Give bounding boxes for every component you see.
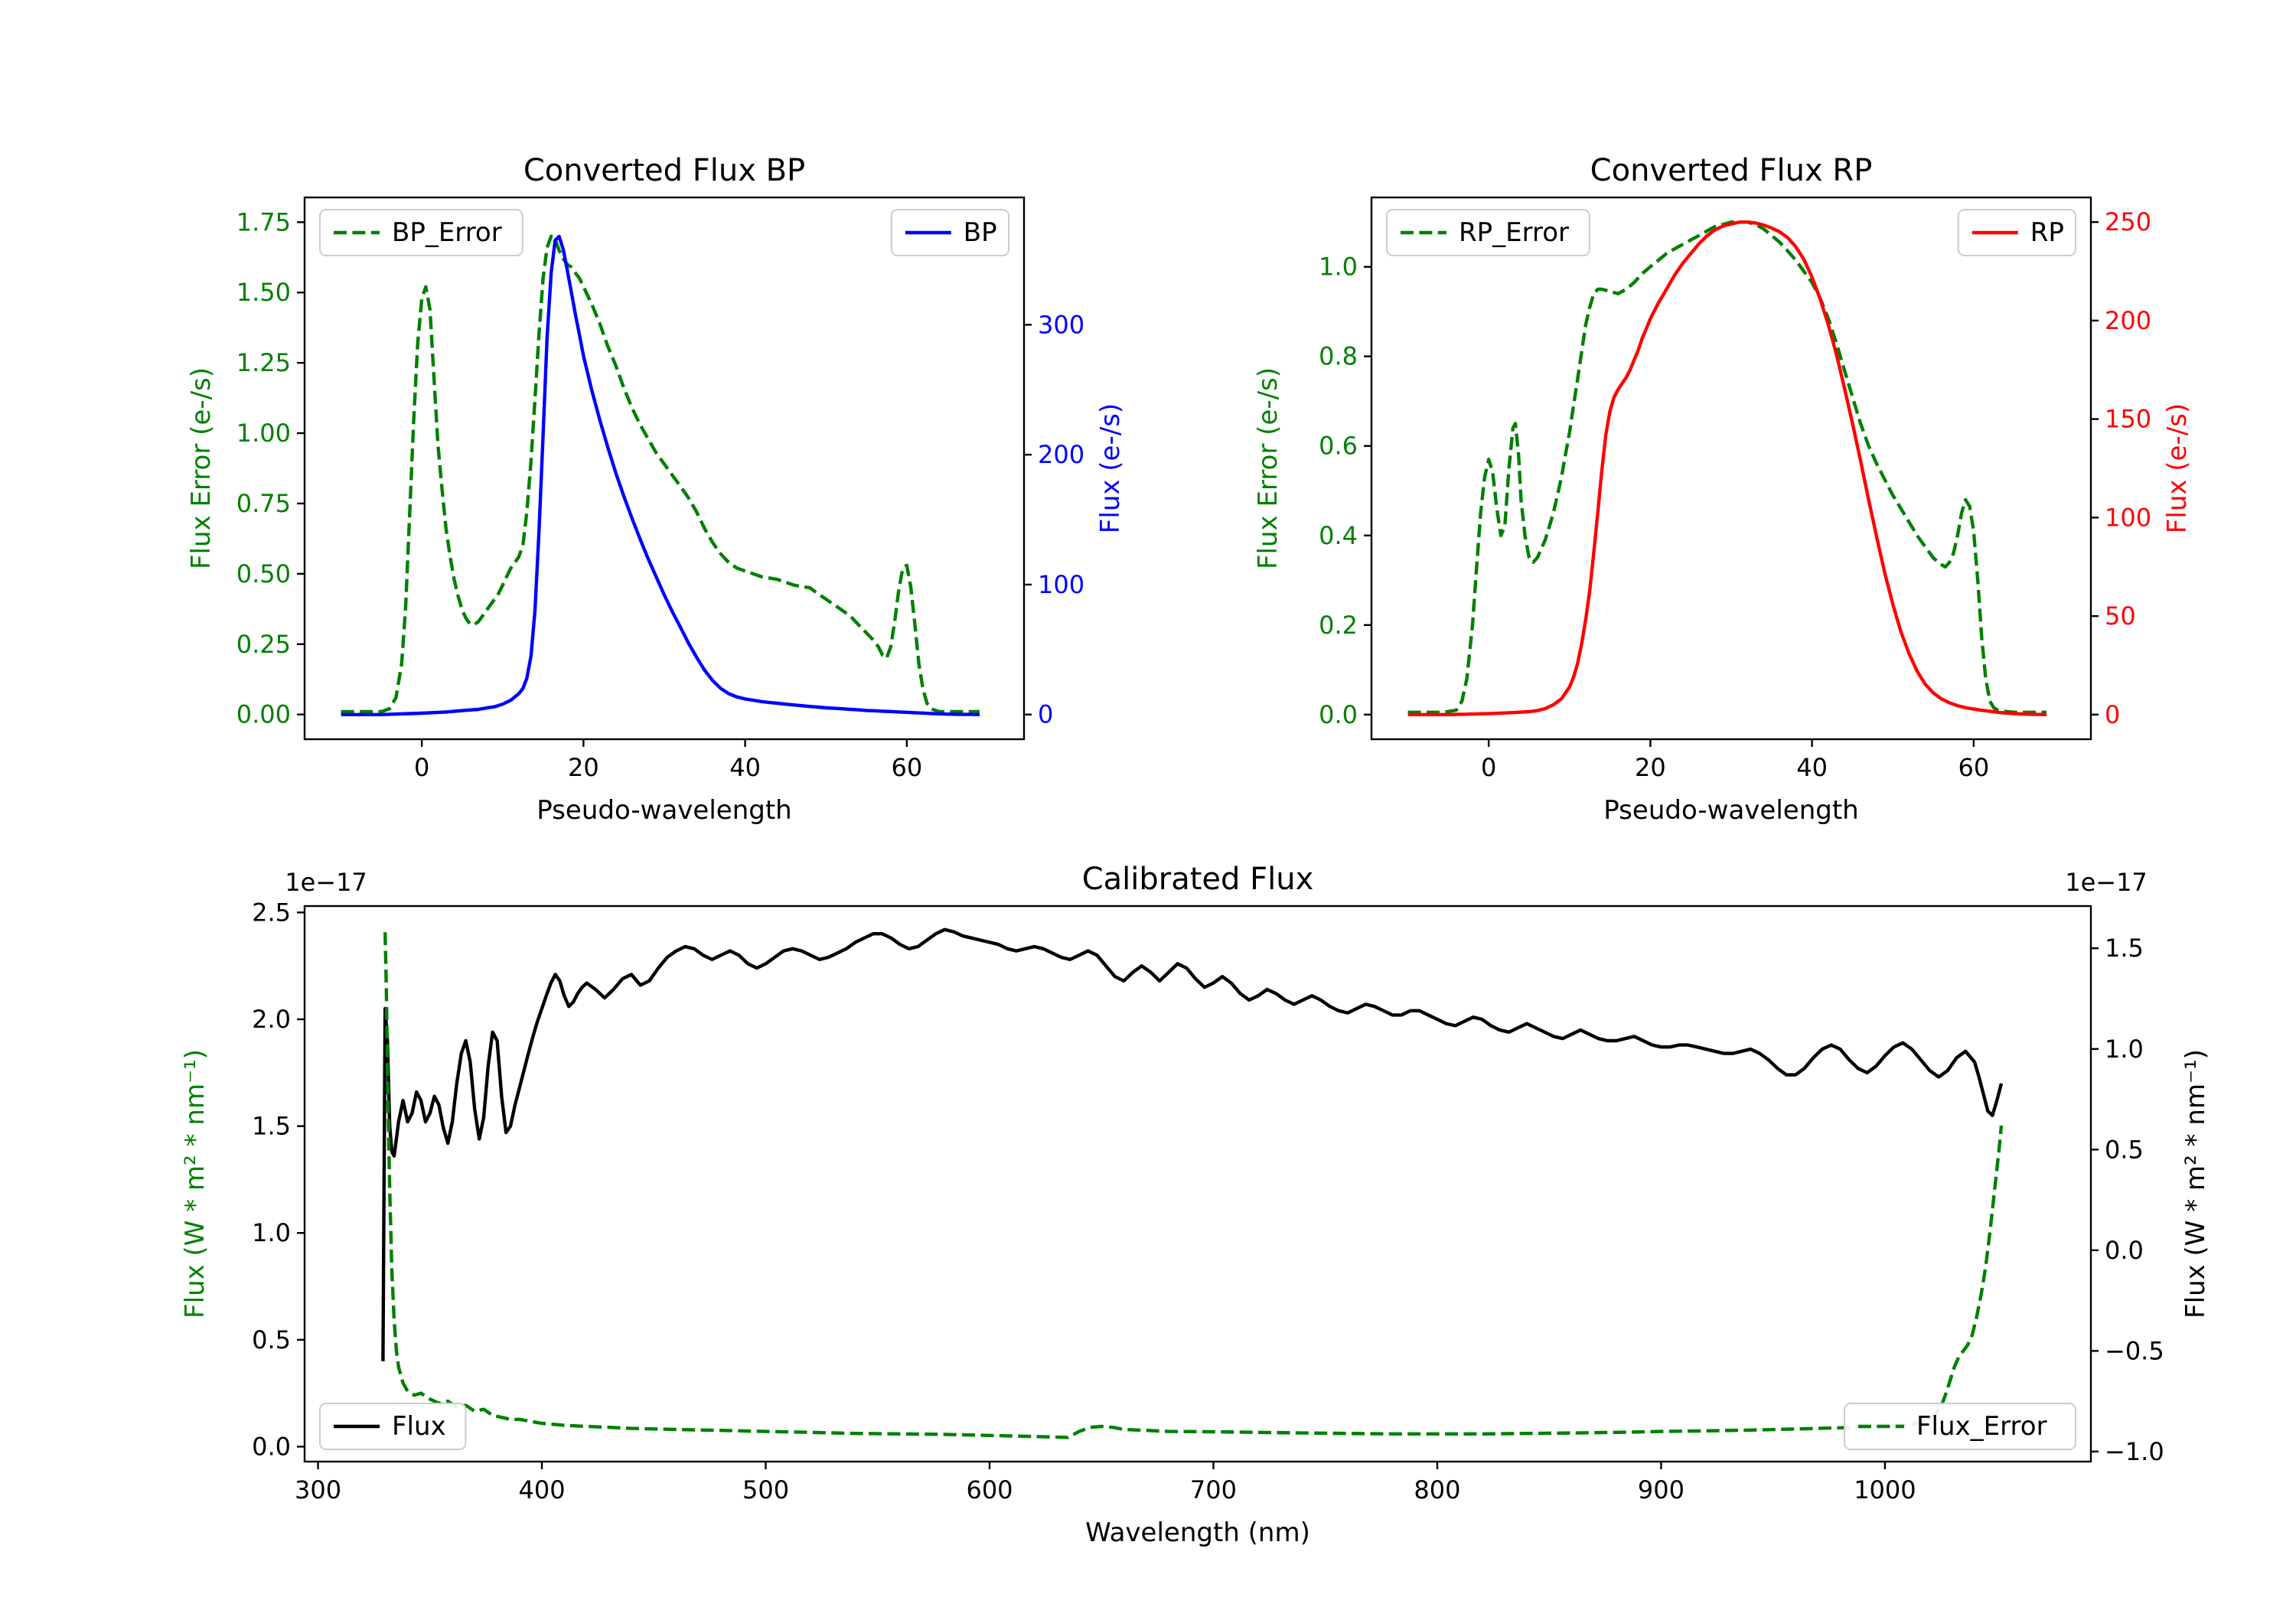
y-tick-label-right: 1.5 xyxy=(2105,934,2144,963)
x-tick-label: 500 xyxy=(742,1475,789,1504)
legend-flux: Flux xyxy=(319,1403,467,1450)
y-tick-label-right: 0 xyxy=(2105,700,2120,729)
chart-title: Converted Flux RP xyxy=(1590,153,1873,188)
x-tick-label: 60 xyxy=(1958,753,1989,782)
legend-box xyxy=(1844,1403,2076,1450)
x-tick-label: 20 xyxy=(568,753,599,782)
ylabel-left: Flux Error (e-/s) xyxy=(186,367,217,569)
y-tick-label-left: 0.0 xyxy=(252,1432,291,1461)
y-tick-label-right: −1.0 xyxy=(2105,1437,2164,1466)
y-tick-label-left: 0.25 xyxy=(236,630,291,659)
y-tick-label-left: 2.0 xyxy=(252,1005,291,1034)
legend-flux_error: Flux_Error xyxy=(1844,1403,2076,1450)
y-tick-label-right: 0.0 xyxy=(2105,1236,2144,1265)
y-tick-label-right: 100 xyxy=(1038,570,1084,599)
y-tick-label-left: 0.8 xyxy=(1319,342,1358,371)
y-tick-label-left: 1.5 xyxy=(252,1112,291,1141)
y-tick-label-right: 200 xyxy=(1038,440,1084,469)
legend-box xyxy=(319,1403,467,1450)
legend-bp_error: BP_Error xyxy=(319,209,523,256)
y-tick-label-left: 0.0 xyxy=(1319,700,1358,729)
x-tick-label: 300 xyxy=(295,1475,341,1504)
y-tick-label-left: 0.4 xyxy=(1319,521,1358,550)
y-tick-label-right: −0.5 xyxy=(2105,1336,2164,1365)
y-tick-label-left: 0.50 xyxy=(236,559,291,588)
chart-title: Calibrated Flux xyxy=(1082,862,1314,897)
x-tick-label: 700 xyxy=(1190,1475,1237,1504)
x-tick-label: 40 xyxy=(1796,753,1828,782)
legend-bp: BP xyxy=(890,209,1010,256)
x-tick-label: 20 xyxy=(1635,753,1666,782)
y-tick-label-right: 300 xyxy=(1038,310,1084,339)
ylabel-right: Flux (e-/s) xyxy=(1095,403,1126,533)
y-tick-label-right: 1.0 xyxy=(2105,1035,2144,1064)
y-tick-label-right: 50 xyxy=(2105,601,2136,631)
x-tick-label: 40 xyxy=(729,753,761,782)
plot-frame xyxy=(303,196,1026,741)
y-tick-label-left: 1.0 xyxy=(252,1218,291,1247)
series-flux xyxy=(381,927,2004,1361)
legend-box xyxy=(1386,209,1590,256)
series-flux_error xyxy=(383,932,2004,1439)
legend-label: Flux_Error xyxy=(1916,1411,2047,1442)
y-tick-label-left: 1.00 xyxy=(236,419,291,448)
legend-label: Flux xyxy=(392,1411,446,1442)
x-tick-label: 800 xyxy=(1414,1475,1460,1504)
y-tick-label-left: 1.50 xyxy=(236,278,291,307)
x-tick-label: 60 xyxy=(891,753,922,782)
y-tick-label-right: 0.5 xyxy=(2105,1135,2144,1164)
y-tick-label-left: 0.5 xyxy=(252,1325,291,1354)
ylabel-right: Flux (W * m² * nm⁻¹) xyxy=(2180,1049,2211,1319)
y-tick-label-right: 150 xyxy=(2105,405,2151,434)
ylabel-right: Flux (e-/s) xyxy=(2162,403,2193,533)
legend-label: BP_Error xyxy=(392,217,502,248)
x-axis-label: Pseudo-wavelength xyxy=(536,795,791,826)
y-tick-label-right: 200 xyxy=(2105,306,2151,335)
x-tick-label: 0 xyxy=(414,753,429,782)
legend-label: BP xyxy=(964,217,997,248)
y-tick-label-left: 0.6 xyxy=(1319,432,1358,461)
x-tick-label: 400 xyxy=(518,1475,565,1504)
y-tick-label-left: 0.00 xyxy=(236,700,291,729)
x-tick-label: 0 xyxy=(1481,753,1496,782)
ylabel-left: Flux Error (e-/s) xyxy=(1253,367,1283,569)
y-tick-label-left: 0.75 xyxy=(236,489,291,518)
series-rp xyxy=(1407,220,2047,716)
x-tick-label: 600 xyxy=(966,1475,1013,1504)
chart-title: Converted Flux BP xyxy=(523,153,805,188)
x-axis-label: Wavelength (nm) xyxy=(1085,1517,1310,1548)
plot-frame xyxy=(303,905,2092,1463)
y-tick-label-right: 100 xyxy=(2105,503,2151,532)
ylabel-left: Flux (W * m² * nm⁻¹) xyxy=(180,1049,210,1319)
y-tick-label-left: 1.75 xyxy=(236,207,291,236)
x-axis-label: Pseudo-wavelength xyxy=(1603,795,1858,826)
x-tick-label: 1000 xyxy=(1854,1475,1916,1504)
offset-text-right: 1e−17 xyxy=(2065,868,2148,897)
y-tick-label-right: 0 xyxy=(1038,700,1053,729)
y-tick-label-right: 250 xyxy=(2105,207,2151,236)
legend-box xyxy=(319,209,523,256)
legend-label: RP_Error xyxy=(1459,217,1569,248)
y-tick-label-left: 2.5 xyxy=(252,898,291,927)
legend-rp_error: RP_Error xyxy=(1386,209,1590,256)
legend-rp: RP xyxy=(1957,209,2077,256)
y-tick-label-left: 0.2 xyxy=(1319,611,1358,640)
plot-frame xyxy=(1370,196,2092,741)
y-tick-label-left: 1.0 xyxy=(1319,253,1358,282)
y-tick-label-left: 1.25 xyxy=(236,348,291,377)
offset-text-left: 1e−17 xyxy=(285,868,367,897)
series-bp xyxy=(341,234,980,716)
x-tick-label: 900 xyxy=(1638,1475,1684,1504)
legend-label: RP xyxy=(2030,217,2064,248)
series-bp_error xyxy=(341,234,980,714)
series-rp_error xyxy=(1407,220,2047,714)
